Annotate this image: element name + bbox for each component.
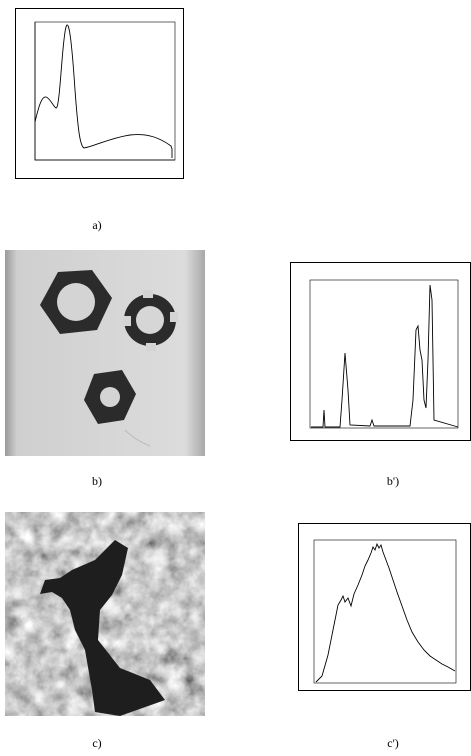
plot-a — [15, 8, 184, 179]
plot-c-prime — [298, 523, 471, 691]
image-c — [5, 512, 205, 716]
caption: c) — [92, 736, 101, 750]
caption: b') — [387, 474, 399, 488]
plot-b-prime — [290, 262, 471, 441]
caption: a) — [92, 218, 101, 232]
image-b — [5, 250, 205, 456]
caption: b) — [92, 474, 102, 488]
caption: c') — [387, 736, 398, 750]
